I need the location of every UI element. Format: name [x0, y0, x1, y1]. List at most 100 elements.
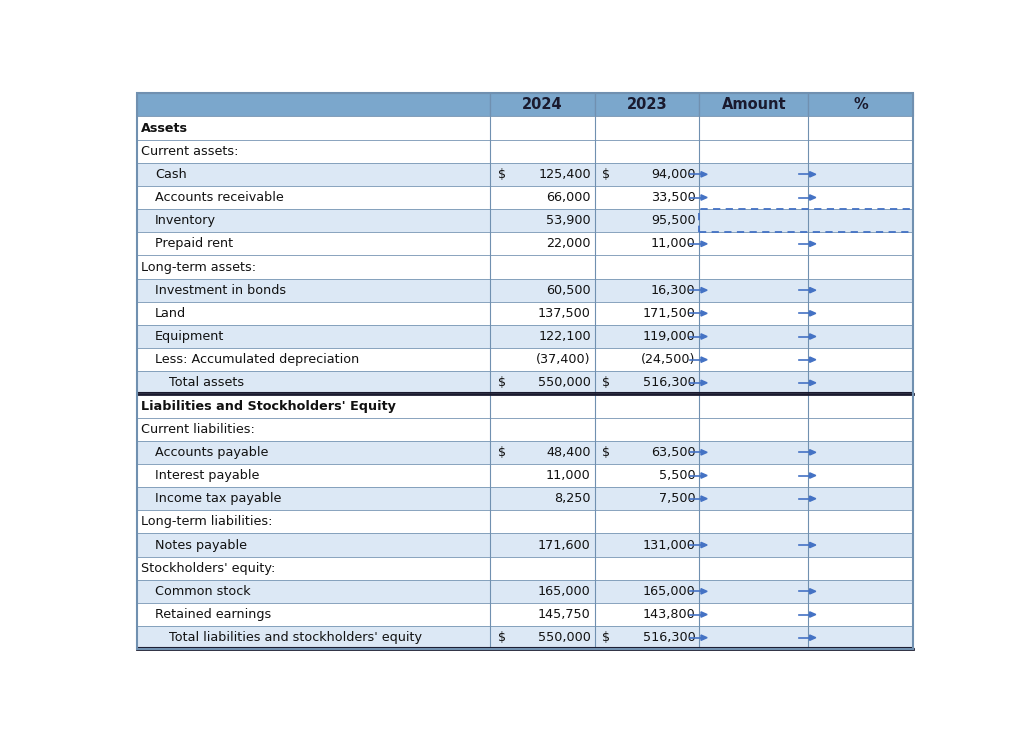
Bar: [595, 209, 699, 232]
Text: 11,000: 11,000: [546, 469, 591, 482]
Text: Accounts receivable: Accounts receivable: [156, 191, 284, 204]
Bar: [699, 487, 808, 511]
Bar: [699, 278, 808, 302]
Bar: [595, 140, 699, 162]
Text: 516,300: 516,300: [643, 631, 695, 644]
Text: $: $: [602, 376, 610, 390]
Text: $: $: [498, 446, 506, 459]
Bar: [137, 626, 489, 649]
Bar: [137, 487, 489, 511]
Bar: [808, 278, 912, 302]
Text: 171,600: 171,600: [538, 538, 591, 551]
Text: Total liabilities and stockholders' equity: Total liabilities and stockholders' equi…: [169, 631, 422, 644]
Polygon shape: [810, 287, 816, 293]
Bar: [489, 580, 595, 603]
Polygon shape: [701, 542, 708, 547]
Polygon shape: [701, 287, 708, 293]
Bar: [137, 348, 489, 371]
Polygon shape: [701, 589, 708, 594]
Text: (37,400): (37,400): [537, 353, 591, 366]
Text: $: $: [602, 446, 610, 459]
Bar: [489, 348, 595, 371]
Text: 11,000: 11,000: [651, 238, 695, 250]
Bar: [699, 325, 808, 348]
Bar: [699, 464, 808, 487]
Text: 94,000: 94,000: [651, 168, 695, 180]
Bar: [808, 325, 912, 348]
Bar: [489, 441, 595, 464]
Text: 2024: 2024: [522, 97, 562, 112]
Text: Total assets: Total assets: [169, 376, 244, 390]
Text: Current liabilities:: Current liabilities:: [141, 423, 255, 435]
Bar: [489, 394, 595, 417]
Bar: [489, 556, 595, 580]
Bar: [489, 371, 595, 394]
Bar: [137, 302, 489, 325]
Bar: [699, 394, 808, 417]
Bar: [595, 511, 699, 533]
Bar: [595, 232, 699, 256]
Text: Equipment: Equipment: [156, 330, 224, 343]
Bar: [489, 511, 595, 533]
Text: Long-term assets:: Long-term assets:: [141, 260, 256, 274]
Bar: [489, 256, 595, 278]
Bar: [595, 603, 699, 626]
Bar: [699, 256, 808, 278]
Bar: [137, 186, 489, 209]
Bar: [699, 302, 808, 325]
Text: Prepaid rent: Prepaid rent: [156, 238, 233, 250]
Text: 122,100: 122,100: [539, 330, 591, 343]
Bar: [699, 556, 808, 580]
Text: Accounts payable: Accounts payable: [156, 446, 268, 459]
Bar: [137, 417, 489, 441]
Polygon shape: [701, 334, 708, 339]
Polygon shape: [701, 357, 708, 362]
Bar: [595, 325, 699, 348]
Bar: [808, 556, 912, 580]
Text: 550,000: 550,000: [538, 376, 591, 390]
Polygon shape: [810, 195, 816, 200]
Bar: [595, 302, 699, 325]
Bar: [699, 117, 808, 140]
Polygon shape: [810, 357, 816, 362]
Text: 66,000: 66,000: [547, 191, 591, 204]
Polygon shape: [810, 542, 816, 547]
Text: $: $: [498, 376, 506, 390]
Bar: [808, 186, 912, 209]
Text: Amount: Amount: [722, 97, 786, 112]
Bar: [489, 325, 595, 348]
Polygon shape: [810, 473, 816, 478]
Bar: [489, 487, 595, 511]
Bar: [489, 162, 595, 186]
Text: 16,300: 16,300: [651, 284, 695, 297]
Bar: [699, 93, 808, 117]
Text: 60,500: 60,500: [546, 284, 591, 297]
Bar: [137, 464, 489, 487]
Bar: [137, 117, 489, 140]
Bar: [595, 533, 699, 556]
Polygon shape: [701, 311, 708, 316]
Bar: [808, 626, 912, 649]
Bar: [595, 162, 699, 186]
Bar: [699, 603, 808, 626]
Bar: [808, 209, 912, 232]
Bar: [137, 556, 489, 580]
Bar: [595, 256, 699, 278]
Polygon shape: [701, 195, 708, 200]
Polygon shape: [701, 496, 708, 502]
Bar: [699, 209, 808, 232]
Bar: [808, 371, 912, 394]
Bar: [595, 186, 699, 209]
Bar: [137, 580, 489, 603]
Text: 171,500: 171,500: [643, 307, 695, 320]
Bar: [137, 511, 489, 533]
Text: $: $: [602, 168, 610, 180]
Bar: [595, 93, 699, 117]
Polygon shape: [810, 171, 816, 177]
Bar: [137, 394, 489, 417]
Text: (24,500): (24,500): [641, 353, 695, 366]
Bar: [489, 209, 595, 232]
Bar: [489, 232, 595, 256]
Bar: [137, 325, 489, 348]
Bar: [137, 441, 489, 464]
